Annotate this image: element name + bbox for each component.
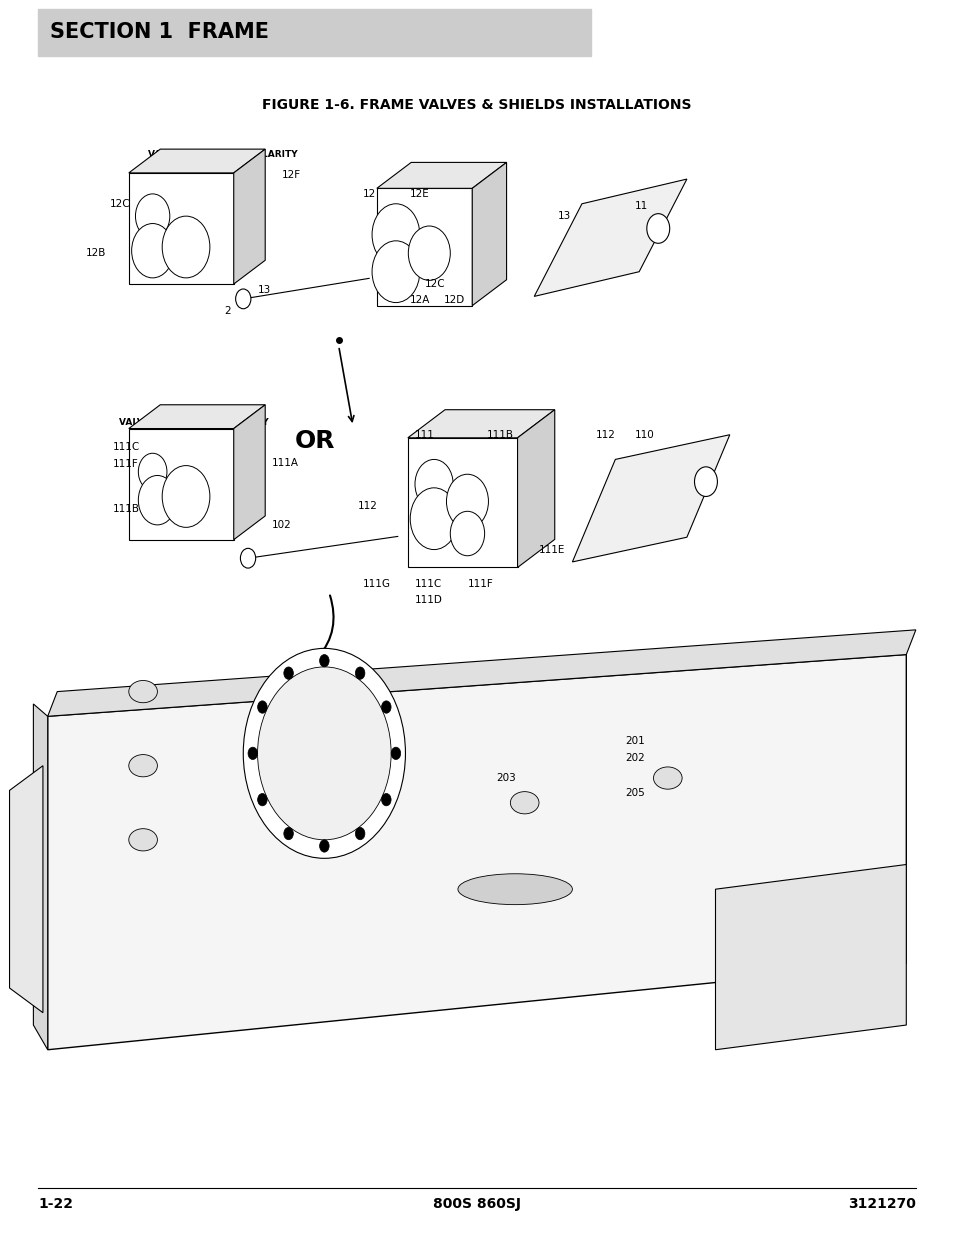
Text: 111B: 111B: [486, 430, 513, 440]
Circle shape: [372, 204, 419, 266]
Text: 111B: 111B: [112, 504, 139, 514]
Polygon shape: [129, 429, 233, 540]
Circle shape: [355, 667, 364, 679]
Text: OR: OR: [294, 429, 335, 453]
Circle shape: [135, 194, 170, 238]
FancyBboxPatch shape: [38, 9, 591, 56]
Text: 13: 13: [558, 211, 571, 221]
Text: 111C: 111C: [415, 579, 442, 589]
Ellipse shape: [457, 874, 572, 904]
Circle shape: [132, 224, 173, 278]
Text: 2: 2: [224, 306, 231, 316]
Circle shape: [248, 747, 257, 760]
Text: 111G: 111G: [362, 579, 390, 589]
Circle shape: [646, 214, 669, 243]
Circle shape: [235, 289, 251, 309]
Circle shape: [162, 216, 210, 278]
Polygon shape: [407, 438, 517, 568]
Text: 110: 110: [634, 430, 654, 440]
Text: 3121270: 3121270: [847, 1197, 915, 1212]
Circle shape: [446, 474, 488, 529]
Circle shape: [319, 840, 329, 852]
Ellipse shape: [129, 755, 157, 777]
Polygon shape: [233, 405, 265, 540]
Text: 800S 860SJ: 800S 860SJ: [433, 1197, 520, 1212]
Circle shape: [162, 466, 210, 527]
Circle shape: [257, 793, 267, 805]
Text: 203: 203: [496, 773, 516, 783]
Text: 12: 12: [362, 189, 375, 199]
Ellipse shape: [510, 792, 538, 814]
Text: 13: 13: [257, 285, 271, 295]
Text: 111F: 111F: [112, 459, 138, 469]
Circle shape: [694, 467, 717, 496]
Circle shape: [257, 701, 267, 713]
Circle shape: [284, 667, 294, 679]
Circle shape: [381, 701, 391, 714]
Polygon shape: [48, 655, 905, 1050]
Text: 11: 11: [634, 201, 647, 211]
Polygon shape: [407, 410, 555, 438]
Circle shape: [240, 548, 255, 568]
Text: 111: 111: [415, 430, 435, 440]
Circle shape: [138, 453, 167, 490]
Text: 12C: 12C: [110, 199, 131, 209]
Text: 12D: 12D: [443, 295, 464, 305]
Polygon shape: [233, 149, 265, 284]
Polygon shape: [534, 179, 686, 296]
Text: 202: 202: [624, 753, 644, 763]
Text: VALVE ROTATED FOR CLARITY: VALVE ROTATED FOR CLARITY: [119, 417, 269, 427]
Circle shape: [243, 648, 405, 858]
Text: 12F: 12F: [281, 170, 300, 180]
Text: 111A: 111A: [272, 458, 298, 468]
Text: 111F: 111F: [467, 579, 493, 589]
Ellipse shape: [129, 680, 157, 703]
Text: FIGURE 1-6. FRAME VALVES & SHIELDS INSTALLATIONS: FIGURE 1-6. FRAME VALVES & SHIELDS INSTA…: [262, 98, 691, 112]
Text: 12C: 12C: [424, 279, 445, 289]
Text: 102: 102: [272, 520, 292, 530]
Polygon shape: [129, 405, 265, 429]
Text: 111E: 111E: [538, 545, 565, 555]
Polygon shape: [517, 410, 555, 568]
Text: 12A: 12A: [410, 295, 430, 305]
Text: 1-22: 1-22: [38, 1197, 73, 1212]
Text: 111D: 111D: [415, 595, 442, 605]
Circle shape: [355, 827, 364, 840]
Polygon shape: [715, 864, 905, 1050]
Text: 112: 112: [596, 430, 616, 440]
Polygon shape: [10, 766, 43, 1013]
Polygon shape: [129, 149, 265, 173]
Polygon shape: [48, 630, 915, 716]
Ellipse shape: [129, 829, 157, 851]
Text: SECTION 1  FRAME: SECTION 1 FRAME: [50, 22, 269, 42]
Circle shape: [372, 241, 419, 303]
Circle shape: [284, 827, 294, 840]
Circle shape: [138, 475, 176, 525]
Circle shape: [410, 488, 457, 550]
Polygon shape: [376, 188, 472, 305]
Text: VALVE ROTATED FOR CLARITY: VALVE ROTATED FOR CLARITY: [148, 149, 297, 159]
Circle shape: [450, 511, 484, 556]
Text: 12E: 12E: [410, 189, 430, 199]
Circle shape: [319, 655, 329, 667]
Polygon shape: [33, 704, 48, 1050]
Polygon shape: [376, 162, 506, 188]
Circle shape: [257, 667, 391, 840]
Polygon shape: [572, 435, 729, 562]
Circle shape: [408, 226, 450, 280]
Text: 111C: 111C: [112, 442, 140, 452]
Text: 201: 201: [624, 736, 644, 746]
Text: 12B: 12B: [86, 248, 106, 258]
Polygon shape: [129, 173, 233, 284]
Circle shape: [415, 459, 453, 509]
Ellipse shape: [653, 767, 681, 789]
Circle shape: [381, 794, 391, 806]
Text: 112: 112: [357, 501, 377, 511]
Polygon shape: [472, 162, 506, 305]
Text: 205: 205: [624, 788, 644, 798]
Circle shape: [391, 747, 400, 760]
